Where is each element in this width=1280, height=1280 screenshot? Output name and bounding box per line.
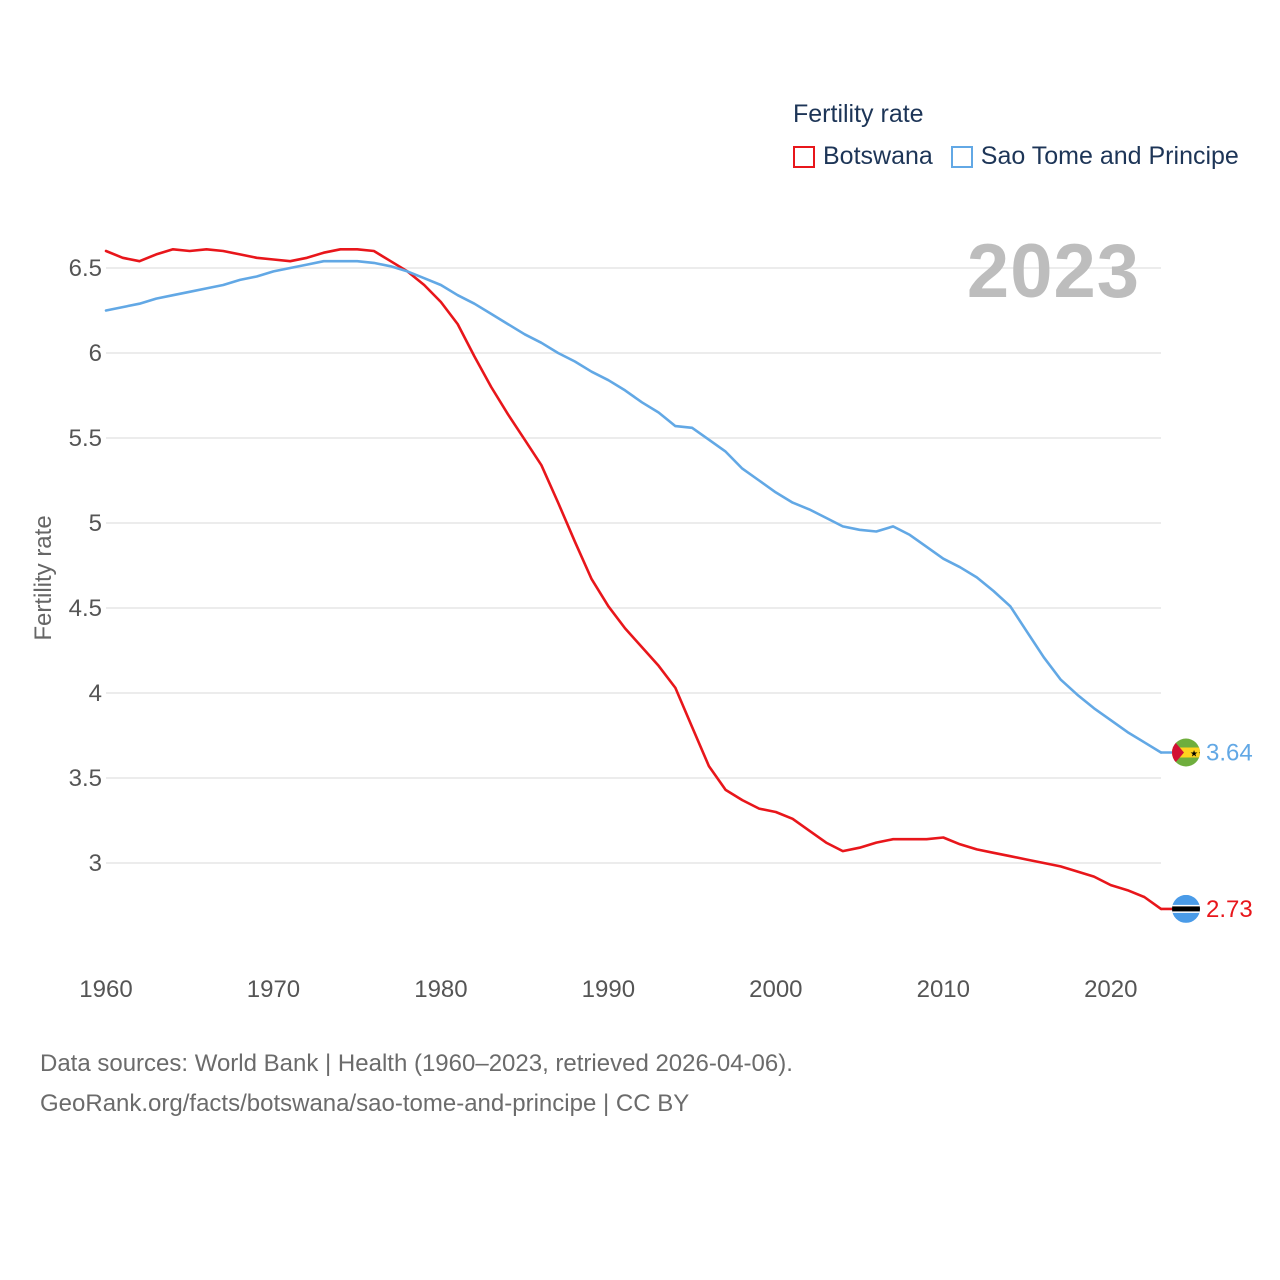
y-tick-label: 4.5: [69, 595, 102, 622]
y-tick-label: 5: [89, 510, 102, 537]
botswana-flag-icon: [1172, 894, 1200, 923]
sao-tome-flag-icon: ★★: [1172, 738, 1206, 767]
legend: Botswana Sao Tome and Principe: [793, 142, 1257, 171]
legend-swatch-sao-tome: [950, 145, 973, 168]
y-tick-label: 3: [89, 850, 102, 877]
x-tick-label: 1970: [247, 976, 300, 1003]
y-tick-label: 3.5: [69, 765, 102, 792]
end-value-label: 2.73: [1206, 896, 1253, 923]
y-axis-ticks: 3 3.5 4 4.5 5 5.5 6 6.5: [69, 255, 102, 877]
x-tick-label: 1990: [582, 976, 635, 1003]
legend-item-sao-tome[interactable]: Sao Tome and Principe: [950, 142, 1239, 171]
source-link[interactable]: GeoRank.org/facts/botswana/sao-tome-and-…: [40, 1090, 690, 1117]
y-axis-title: Fertility rate: [30, 515, 57, 641]
x-tick-label: 1960: [79, 976, 132, 1003]
x-tick-label: 2000: [749, 976, 802, 1003]
legend-label-sao-tome: Sao Tome and Principe: [980, 142, 1239, 170]
y-tick-label: 6.5: [69, 255, 102, 282]
series-line-botswana: [104, 248, 1163, 911]
legend-swatch-botswana: [793, 145, 815, 168]
year-label: 2023: [966, 229, 1140, 314]
x-tick-label: 2010: [917, 976, 970, 1003]
svg-text:★★: ★★: [1190, 750, 1206, 760]
legend-item-botswana[interactable]: Botswana: [793, 142, 933, 171]
legend-title: Fertility rate: [793, 100, 924, 128]
legend-label-botswana: Botswana: [823, 142, 933, 170]
series-line-sao-tome: [104, 259, 1163, 754]
x-tick-label: 1980: [414, 976, 467, 1003]
data-source-note: Data sources: World Bank | Health (1960–…: [40, 1050, 793, 1077]
x-axis-ticks: 1960 1970 1980 1990 2000 2010 2020: [79, 976, 1137, 1003]
grid-lines: [106, 267, 1161, 864]
y-tick-label: 6: [89, 340, 102, 367]
footer: Data sources: World Bank | Health (1960–…: [40, 1044, 793, 1124]
end-value-label: 3.64: [1206, 740, 1253, 767]
x-tick-label: 2020: [1084, 976, 1137, 1003]
end-markers: ★★: [1172, 738, 1206, 923]
y-tick-label: 5.5: [69, 425, 102, 452]
series-lines: [104, 248, 1186, 911]
y-tick-label: 4: [89, 680, 102, 707]
end-labels: 2.73 3.64: [1206, 740, 1253, 923]
